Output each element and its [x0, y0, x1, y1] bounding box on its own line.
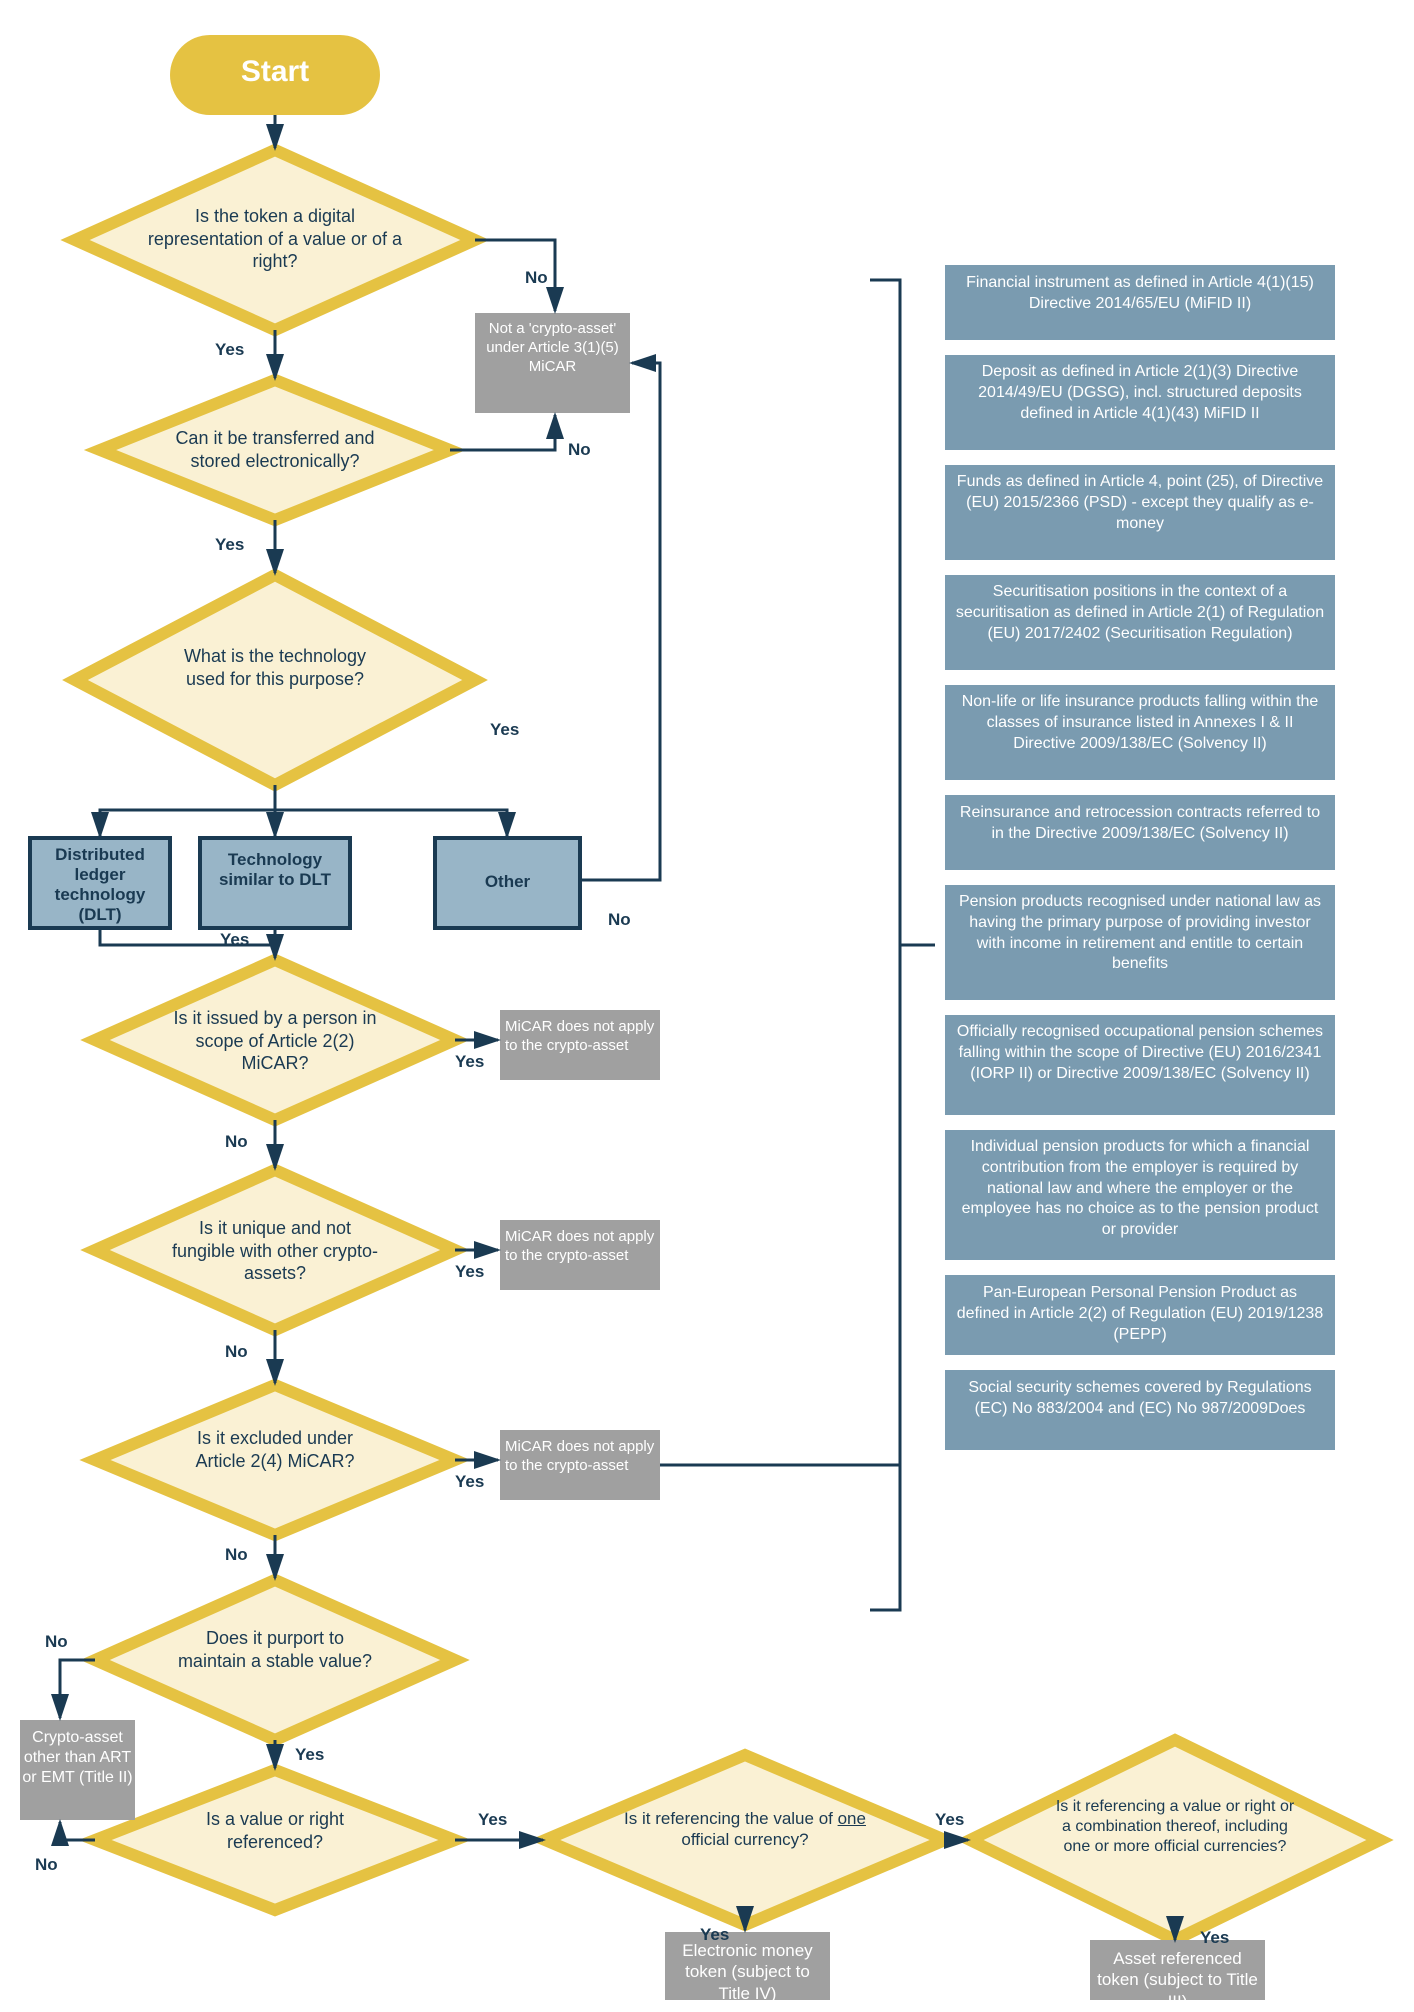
result-na-2: MiCAR does not apply to the crypto-asset — [505, 1228, 655, 1266]
decision-d10: Is it referencing a value or right or a … — [1055, 1797, 1295, 1857]
decision-d4: Is it issued by a person in scope of Art… — [170, 1007, 380, 1075]
start-node: Start — [170, 55, 380, 89]
edge-no-2: No — [568, 440, 591, 460]
side-item-5: Reinsurance and retrocession contracts r… — [955, 803, 1325, 845]
edge-no-8: No — [35, 1855, 58, 1875]
decision-d6: Is it excluded under Article 2(4) MiCAR? — [170, 1427, 380, 1472]
edge-no-6: No — [225, 1545, 248, 1565]
edge-no-4: No — [225, 1132, 248, 1152]
side-item-3: Securitisation positions in the context … — [955, 582, 1325, 644]
edge-yes-10: Yes — [1200, 1928, 1229, 1948]
edge-no-1: No — [525, 268, 548, 288]
result-art: Asset referenced token (subject to Title… — [1093, 1948, 1262, 2012]
decision-d2: Can it be transferred and stored electro… — [155, 427, 395, 472]
edge-yes-2: Yes — [215, 535, 244, 555]
side-item-4: Non-life or life insurance products fall… — [955, 692, 1325, 754]
edge-yes-6: Yes — [455, 1472, 484, 1492]
tech-similar: Technology similar to DLT — [203, 850, 347, 890]
result-na-1: MiCAR does not apply to the crypto-asset — [505, 1018, 655, 1056]
result-emt: Electronic money token (subject to Title… — [668, 1940, 827, 2004]
edge-yes-9: Yes — [700, 1925, 729, 1945]
decision-d9: Is it referencing the value of one offic… — [620, 1808, 870, 1851]
side-item-8: Individual pension products for which a … — [955, 1137, 1325, 1241]
decision-d8: Is a value or right referenced? — [180, 1808, 370, 1853]
edge-no-3: No — [608, 910, 631, 930]
edge-yes-7: Yes — [295, 1745, 324, 1765]
side-item-2: Funds as defined in Article 4, point (25… — [955, 472, 1325, 534]
decision-d1: Is the token a digital representation of… — [145, 205, 405, 273]
result-na-3: MiCAR does not apply to the crypto-asset — [505, 1438, 655, 1476]
edge-yes-4: Yes — [455, 1052, 484, 1072]
decision-d5: Is it unique and not fungible with other… — [165, 1217, 385, 1285]
decision-d3: What is the technology used for this pur… — [170, 645, 380, 690]
side-item-6: Pension products recognised under nation… — [955, 892, 1325, 975]
edge-yes-3: Yes — [490, 720, 519, 740]
edge-no-7: No — [45, 1632, 68, 1652]
side-item-9: Pan-European Personal Pension Product as… — [955, 1283, 1325, 1345]
tech-other: Other — [438, 872, 577, 892]
decision-d7: Does it purport to maintain a stable val… — [170, 1627, 380, 1672]
side-item-1: Deposit as defined in Article 2(1)(3) Di… — [955, 362, 1325, 424]
side-item-10: Social security schemes covered by Regul… — [955, 1378, 1325, 1420]
edge-yes-8: Yes — [478, 1810, 507, 1830]
edge-yes-1: Yes — [215, 340, 244, 360]
result-not-crypto: Not a 'crypto-asset' under Article 3(1)(… — [480, 320, 625, 376]
result-other: Crypto-asset other than ART or EMT (Titl… — [22, 1728, 133, 1788]
edge-yes-tech: Yes — [220, 930, 249, 950]
edge-yes-5: Yes — [455, 1262, 484, 1282]
edge-no-5: No — [225, 1342, 248, 1362]
side-item-7: Officially recognised occupational pensi… — [955, 1022, 1325, 1084]
tech-dlt: Distributed ledger technology (DLT) — [33, 845, 167, 925]
side-item-0: Financial instrument as defined in Artic… — [955, 273, 1325, 315]
edge-yes-9b: Yes — [935, 1810, 964, 1830]
